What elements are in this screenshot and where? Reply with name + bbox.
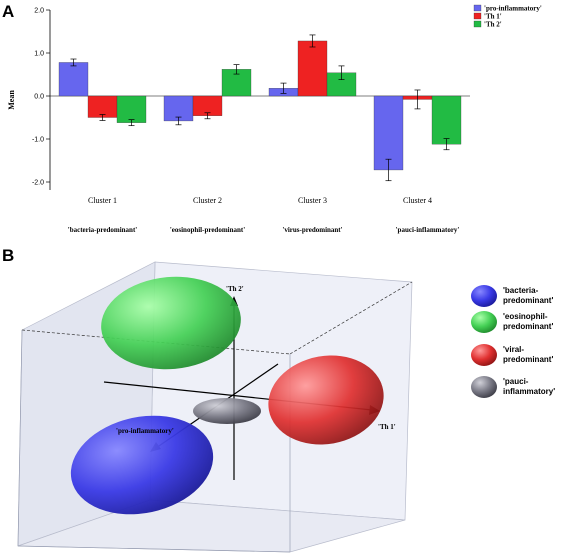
error-bar: [70, 58, 77, 67]
axis-label-y3: 'Th 2': [226, 285, 244, 293]
category-sublabel: 'virus-predominant': [282, 226, 342, 234]
category-labels: Cluster 1 'bacteria-predominant' Cluster 2…: [68, 196, 460, 234]
legend-swatch-bacteria: [471, 285, 497, 307]
category-label: Cluster 3: [298, 196, 327, 205]
legend-label-pauci-1: 'pauci-: [503, 377, 529, 386]
y-axis-ticks: 2.0 1.0 0.0 -1.0 -2.0: [32, 8, 50, 187]
bar-legend: 'pro-inflammatory''Th 1''Th 2': [473, 4, 542, 29]
bars: [58, 40, 462, 171]
error-bar: [338, 65, 345, 81]
axis-label-x3: 'Th 1': [378, 423, 396, 431]
z3-axis-line: [155, 363, 279, 449]
error-bar: [99, 114, 106, 121]
category-sublabel: 'bacteria-predominant': [68, 226, 138, 234]
legend-swatch: [473, 4, 482, 12]
y-tick-label: -2.0: [32, 180, 44, 187]
y3-axis-arrow: [230, 296, 238, 306]
panel-b-label: B: [2, 246, 15, 265]
scatter-legend: 'bacteria- predominant' 'eosinophil- pre…: [471, 285, 555, 398]
category-label: Cluster 1: [88, 196, 117, 205]
cluster-ellipsoid-bacteria: [70, 415, 214, 515]
legend-swatch: [473, 12, 482, 20]
legend-swatch-eosinophil: [471, 311, 497, 333]
bar-pro-inflammatory-cluster-1: [58, 62, 89, 97]
panel-a-label: A: [2, 2, 15, 21]
axis-label-z3: 'pro-inflammatory': [116, 427, 174, 435]
box-edge-top-front: [21, 329, 291, 355]
error-bar: [175, 116, 182, 126]
legend-label-eosinophil-1: 'eosinophil-: [503, 312, 548, 321]
y-axis-label: Mean: [7, 90, 16, 110]
error-bar: [128, 119, 135, 127]
bar-chart: Mean 2.0 1.0 0.0 -1.0 -2.0 Cluster 1 'bacteri…: [7, 4, 542, 235]
category-label: Cluster 2: [193, 196, 222, 205]
bar-pro-inflammatory-cluster-4: [373, 95, 404, 171]
box-edge-front-left: [17, 329, 23, 547]
cluster-ellipsoid-pauci: [193, 398, 261, 424]
error-bar: [233, 64, 240, 75]
legend-label-eosinophil-2: predominant': [503, 322, 553, 331]
3d-box: [17, 261, 413, 553]
error-bar: [385, 158, 392, 182]
y-tick-label: 2.0: [34, 8, 44, 15]
y-tick-label: 1.0: [34, 51, 44, 58]
legend-label-pauci-2: inflammatory': [503, 387, 555, 396]
category-sublabel: 'eosinophil-predominant': [170, 226, 245, 234]
legend-label-bacteria-1: 'bacteria-: [503, 286, 539, 295]
legend-label-viral-2: predominant': [503, 355, 553, 364]
bar-th2-cluster-1: [116, 95, 147, 123]
box-edge-top-right: [289, 281, 413, 355]
box-left-face: [17, 261, 156, 547]
box-back-face: [149, 261, 413, 521]
error-bars: [70, 34, 450, 182]
error-bar: [204, 112, 211, 120]
y-tick-label: 0.0: [34, 94, 44, 101]
error-bar: [309, 34, 316, 48]
legend-label: 'Th 1': [484, 13, 502, 21]
y-tick-label: -1.0: [32, 137, 44, 144]
bar-th2-cluster-4: [431, 95, 462, 145]
category-sublabel: 'pauci-inflammatory': [396, 226, 460, 234]
cluster-ellipsoid-viral: [268, 355, 384, 445]
error-bar: [414, 89, 421, 110]
z3-axis-arrow: [150, 442, 161, 452]
legend-label: 'Th 2': [484, 21, 502, 29]
legend-swatch: [473, 20, 482, 28]
legend-swatch-pauci: [471, 376, 497, 398]
legend-swatch-viral: [471, 344, 497, 366]
legend-label-bacteria-2: predominant': [503, 296, 553, 305]
x3-axis-arrow: [369, 405, 380, 415]
legend-label: 'pro-inflammatory': [484, 5, 542, 13]
error-bar: [443, 138, 450, 151]
category-label: Cluster 4: [403, 196, 432, 205]
3d-axes: [103, 296, 380, 480]
x3-axis-line: [103, 381, 373, 411]
cluster-ellipsoid-eosinophil: [101, 276, 241, 370]
bar-th1-cluster-3: [297, 40, 328, 97]
legend-label-viral-1: 'viral-: [503, 345, 524, 354]
error-bar: [280, 82, 287, 94]
box-floor-face: [17, 499, 406, 553]
box-edge-bottom-front: [17, 545, 291, 553]
